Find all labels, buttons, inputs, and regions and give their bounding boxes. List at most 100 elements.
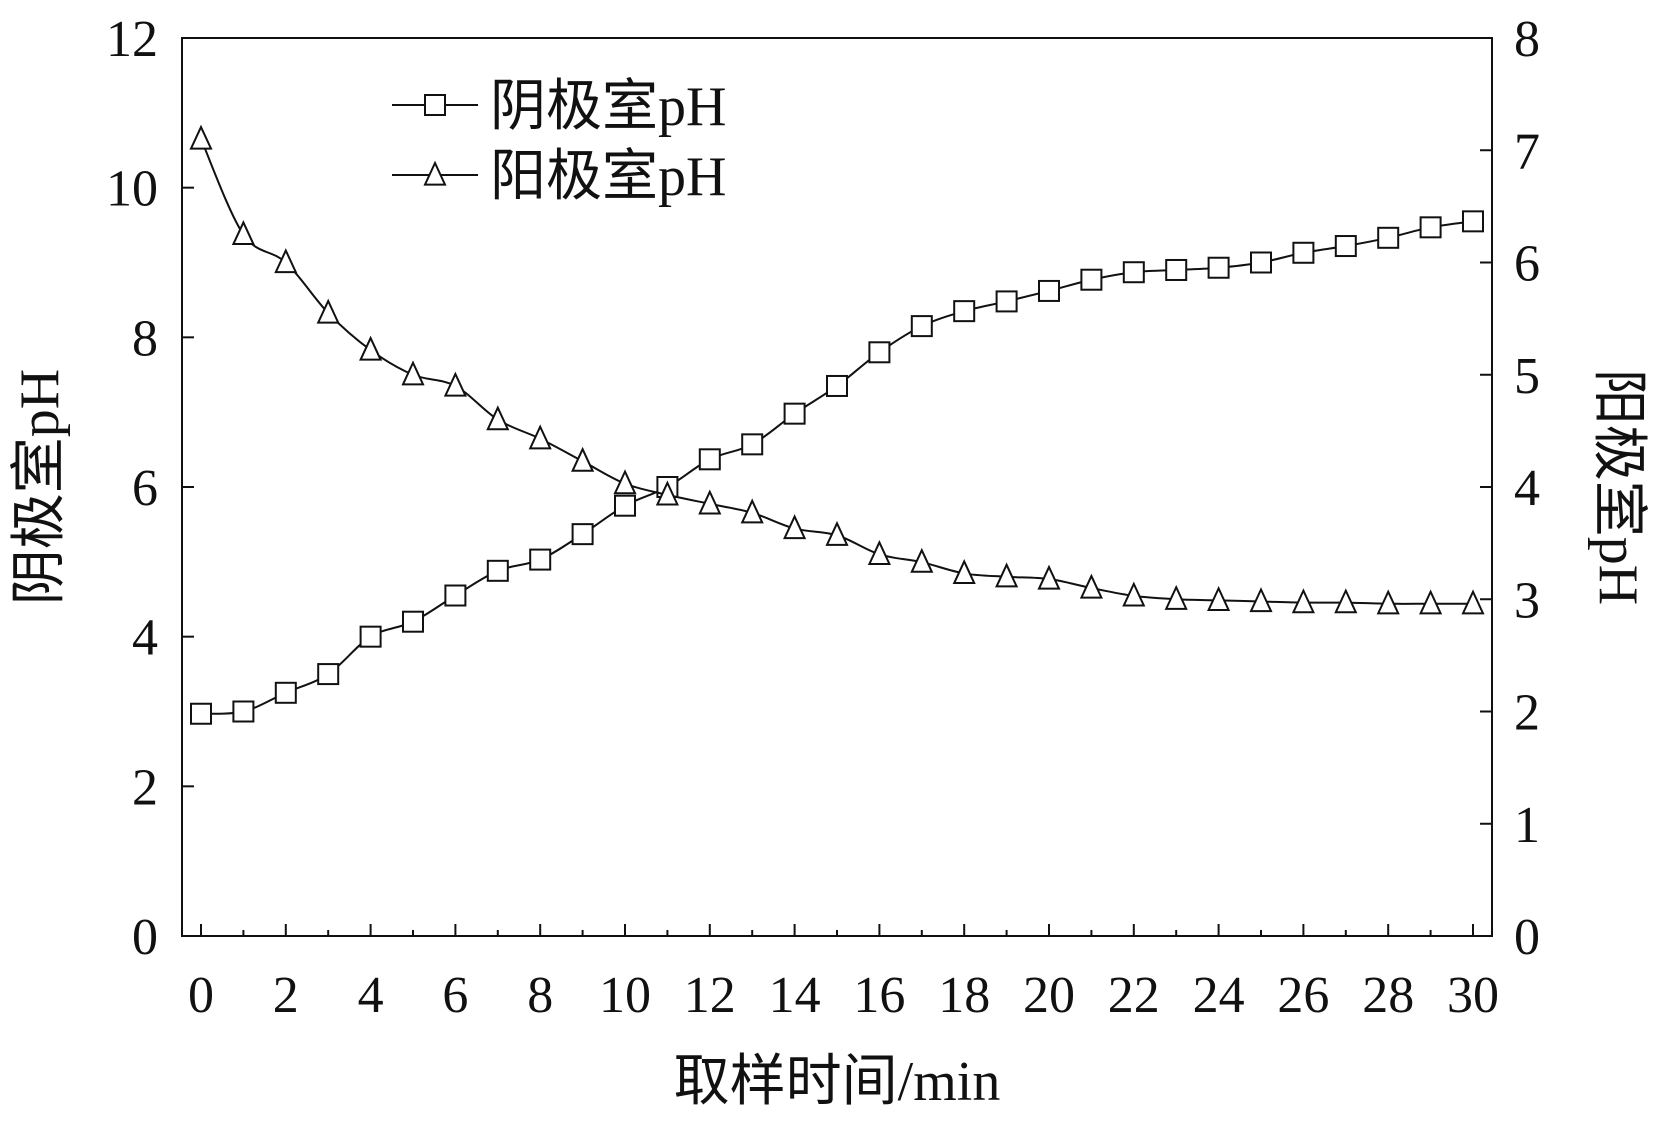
data-point-triangle xyxy=(952,559,976,585)
x-tick-label: 4 xyxy=(358,967,384,1024)
series-triangle xyxy=(189,124,1485,615)
x-tick-label: 12 xyxy=(684,967,736,1024)
data-point-square xyxy=(359,625,382,648)
y-right-tick-label: 3 xyxy=(1514,572,1540,629)
data-point-triangle xyxy=(486,405,510,431)
data-point-square xyxy=(614,494,636,517)
data-point-triangle xyxy=(613,469,637,495)
data-point-square xyxy=(232,700,255,723)
data-point-triangle xyxy=(867,539,891,565)
x-tick-label: 14 xyxy=(769,967,821,1024)
data-point-triangle xyxy=(274,248,298,274)
data-point-triangle xyxy=(401,360,425,386)
data-point-triangle xyxy=(995,562,1019,588)
y-axis-left-title: 阴极室pH xyxy=(9,369,71,605)
x-tick-label: 18 xyxy=(938,967,990,1024)
x-tick-label: 20 xyxy=(1023,967,1075,1024)
data-point-square xyxy=(1165,258,1188,281)
data-point-square xyxy=(444,584,467,607)
data-point-triangle xyxy=(1249,587,1273,613)
data-point-square xyxy=(826,374,848,397)
data-point-triangle xyxy=(655,480,679,506)
legend-marker-triangle xyxy=(423,160,447,186)
data-point-triangle xyxy=(910,547,934,573)
plot-frame xyxy=(181,37,1493,937)
x-tick-label: 8 xyxy=(527,967,553,1024)
data-point-square xyxy=(783,402,806,425)
data-point-triangle xyxy=(359,335,383,361)
y-left-tick-label: 0 xyxy=(132,909,158,966)
x-tick-label: 6 xyxy=(442,967,468,1024)
data-point-triangle xyxy=(316,298,340,324)
data-point-square xyxy=(317,663,340,686)
data-point-square xyxy=(1207,256,1230,279)
y-axis-right: 0 1 2 3 4 5 6 7 8 xyxy=(1480,11,1540,966)
data-point-square xyxy=(1377,226,1400,249)
data-point-triangle xyxy=(528,424,552,450)
x-axis: 0 2 4 6 8 10 12 14 16 18 20 22 24 26 28 30 xyxy=(188,924,1499,1024)
legend-marker-square xyxy=(424,94,446,116)
y-right-tick-label: 7 xyxy=(1514,123,1540,180)
x-tick-label: 30 xyxy=(1447,967,1499,1024)
data-point-square xyxy=(995,290,1018,313)
data-point-triangle xyxy=(231,220,255,246)
x-tick-label: 28 xyxy=(1362,967,1414,1024)
x-tick-label: 10 xyxy=(599,967,651,1024)
data-point-triangle xyxy=(1291,588,1315,614)
data-point-square xyxy=(868,341,891,364)
data-point-square xyxy=(529,548,552,571)
data-point-square xyxy=(190,702,212,725)
data-point-square xyxy=(741,433,764,456)
y-left-tick-label: 12 xyxy=(106,11,158,68)
data-point-square xyxy=(1080,268,1103,291)
data-point-triangle xyxy=(1207,585,1231,611)
y-right-tick-label: 1 xyxy=(1514,797,1540,854)
y-left-tick-label: 4 xyxy=(132,610,158,667)
data-point-triangle xyxy=(1461,589,1485,615)
x-tick-label: 26 xyxy=(1277,967,1329,1024)
data-point-triangle xyxy=(783,514,807,540)
data-point-triangle xyxy=(698,489,722,515)
data-point-triangle xyxy=(1334,588,1358,614)
x-tick-label: 2 xyxy=(273,967,299,1024)
x-tick-label: 22 xyxy=(1108,967,1160,1024)
data-point-square xyxy=(274,681,297,704)
data-point-square xyxy=(486,559,509,582)
legend: 阴极室pH 阳极室pH xyxy=(392,76,726,208)
data-point-triangle xyxy=(825,520,849,546)
data-point-square xyxy=(1334,235,1357,258)
y-right-tick-label: 8 xyxy=(1514,11,1540,68)
legend-label: 阳极室pH xyxy=(490,146,726,208)
data-point-square xyxy=(1419,216,1442,239)
data-point-triangle xyxy=(740,498,764,524)
y-right-tick-label: 4 xyxy=(1514,460,1540,517)
y-left-tick-label: 8 xyxy=(132,310,158,367)
data-point-triangle xyxy=(1037,564,1061,590)
data-point-square xyxy=(1122,261,1145,284)
data-point-square xyxy=(1250,251,1272,274)
data-point-square xyxy=(698,448,721,471)
data-point-square xyxy=(910,315,933,338)
data-point-square xyxy=(1462,210,1484,233)
y-right-tick-label: 5 xyxy=(1514,348,1540,405)
y-right-tick-label: 6 xyxy=(1514,236,1540,293)
data-point-triangle xyxy=(443,371,467,397)
x-tick-label: 16 xyxy=(853,967,905,1024)
data-point-triangle xyxy=(571,446,595,472)
series-square xyxy=(190,210,1484,725)
legend-label: 阴极室pH xyxy=(490,76,726,138)
data-point-square xyxy=(953,300,976,323)
y-axis-right-title: 阳极室pH xyxy=(1587,369,1649,605)
data-point-triangle xyxy=(189,124,213,150)
y-right-tick-label: 0 xyxy=(1514,909,1540,966)
y-left-tick-label: 10 xyxy=(106,161,158,218)
data-point-triangle xyxy=(1164,584,1188,610)
data-point-square xyxy=(1038,279,1060,302)
y-axis-left: 0 2 4 6 8 10 12 xyxy=(106,11,194,966)
data-point-triangle xyxy=(1376,589,1400,615)
data-point-square xyxy=(1292,241,1315,264)
data-point-triangle xyxy=(1079,573,1103,599)
data-point-triangle xyxy=(1122,581,1146,607)
